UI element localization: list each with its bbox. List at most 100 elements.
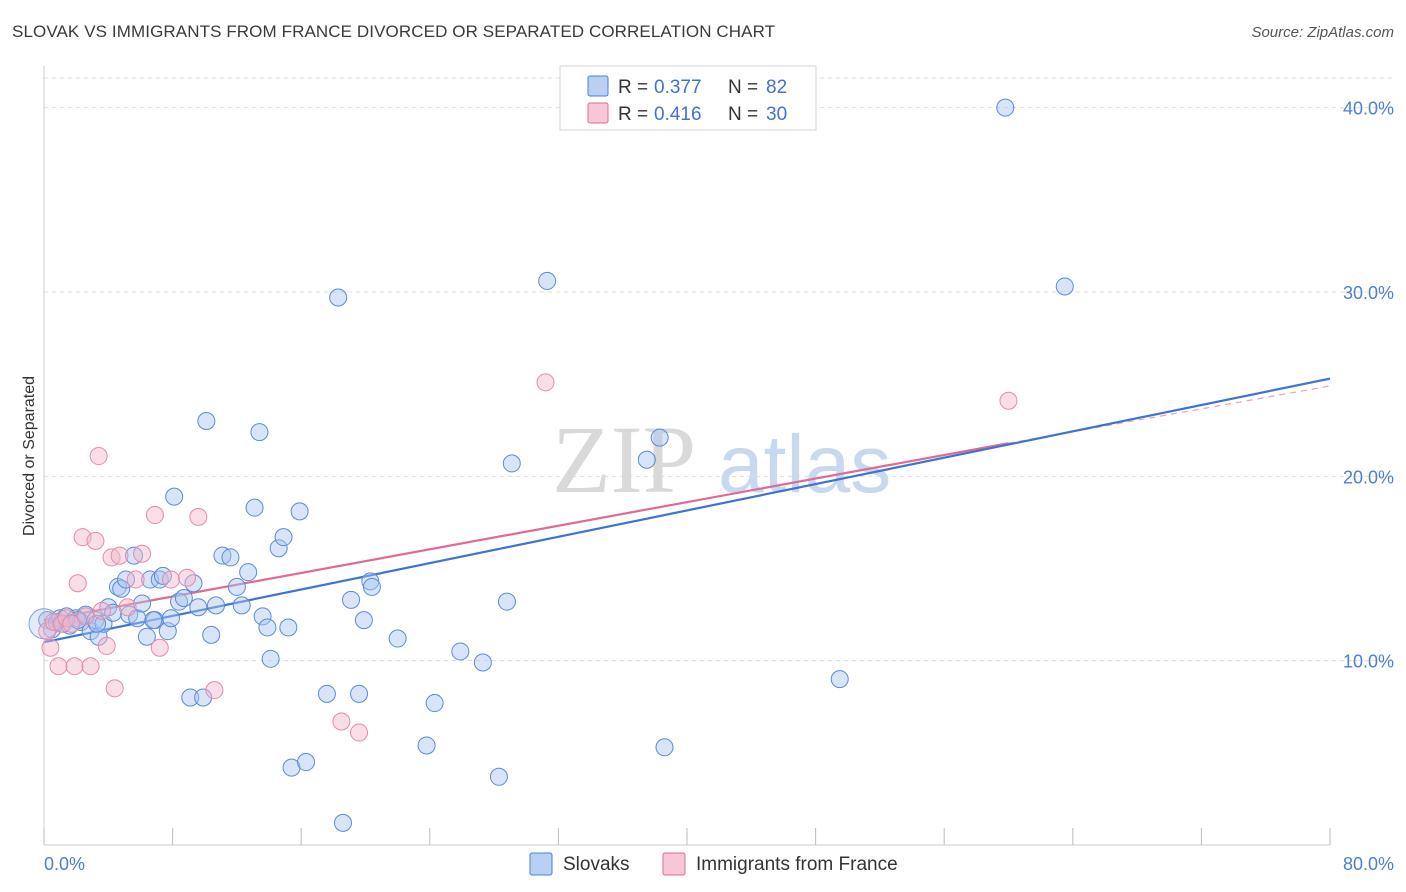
point-france	[145, 506, 164, 525]
watermark-atlas: atlas	[718, 419, 891, 510]
point-slovaks	[451, 642, 470, 661]
y-tick-label-30: 30.0%	[1343, 283, 1394, 303]
series-france-points	[38, 373, 1018, 742]
point-france	[89, 447, 108, 466]
point-slovaks	[239, 563, 258, 582]
point-slovaks	[996, 98, 1015, 117]
point-slovaks	[538, 271, 557, 290]
point-slovaks	[170, 592, 189, 611]
point-slovaks	[290, 502, 309, 521]
legend-r-label-1: R =	[618, 77, 648, 98]
legend-n-value-2: 30	[766, 104, 787, 125]
point-slovaks	[1055, 277, 1074, 296]
point-slovaks	[489, 767, 508, 786]
point-france	[126, 570, 145, 589]
point-france	[49, 657, 68, 676]
point-france	[133, 544, 152, 563]
point-slovaks	[650, 428, 669, 447]
point-slovaks	[317, 684, 336, 703]
point-slovaks	[137, 627, 156, 646]
point-slovaks	[144, 611, 163, 630]
point-france	[150, 638, 169, 657]
watermark-zip: ZIP	[552, 406, 696, 513]
legend-n-value-1: 82	[766, 77, 787, 98]
trend-line-slovaks	[43, 377, 1331, 644]
point-france	[205, 681, 224, 700]
point-slovaks	[133, 594, 152, 613]
y-axis-label: Divorced or Separated	[21, 376, 38, 536]
trend-lines	[43, 377, 1331, 644]
legend-bottom: Slovaks Immigrants from France	[529, 852, 898, 876]
point-slovaks	[502, 454, 521, 473]
y-tick-label-20: 20.0%	[1343, 467, 1394, 487]
point-slovaks	[497, 592, 516, 611]
y-tick-label-10: 10.0%	[1343, 652, 1394, 672]
point-france	[999, 391, 1018, 410]
bottom-legend-france: Immigrants from France	[696, 854, 898, 875]
point-slovaks	[197, 412, 216, 431]
point-slovaks	[116, 570, 135, 589]
chart-title: SLOVAK VS IMMIGRANTS FROM FRANCE DIVORCE…	[12, 22, 776, 41]
point-slovaks	[342, 590, 361, 609]
point-slovaks	[425, 694, 444, 713]
point-france	[52, 614, 71, 633]
point-france	[118, 598, 137, 617]
legend-n-label-1: N =	[728, 77, 758, 98]
point-slovaks	[279, 618, 298, 637]
legend-n-label-2: N =	[728, 104, 758, 125]
point-france	[76, 607, 95, 626]
point-slovaks	[245, 498, 264, 517]
bottom-legend-slovaks: Slovaks	[563, 854, 630, 875]
point-france	[86, 531, 105, 550]
point-slovaks	[174, 588, 193, 607]
point-slovaks	[297, 753, 316, 772]
point-france	[62, 614, 81, 633]
bottom-legend-swatch-slovaks	[529, 852, 553, 876]
legend-r-value-1: 0.377	[654, 77, 702, 98]
legend-swatch-france	[587, 102, 609, 124]
point-slovaks	[232, 596, 251, 615]
point-slovaks	[181, 688, 200, 707]
point-slovaks	[253, 607, 272, 626]
point-france	[189, 507, 208, 526]
axes	[43, 66, 1331, 846]
point-france	[92, 601, 111, 620]
point-slovaks	[388, 629, 407, 648]
point-slovaks	[830, 670, 849, 689]
legend-swatch-slovaks	[587, 75, 609, 97]
point-france	[65, 657, 84, 676]
point-slovaks	[207, 596, 226, 615]
point-france	[97, 636, 116, 655]
bottom-legend-swatch-france	[662, 852, 686, 876]
point-france	[536, 373, 555, 392]
source-label: Source: ZipAtlas.com	[1251, 24, 1394, 41]
point-france	[350, 723, 369, 742]
x-tick-max: 80.0%	[1343, 854, 1394, 874]
point-slovaks	[329, 288, 348, 307]
point-slovaks	[189, 598, 208, 617]
point-slovaks	[417, 736, 436, 755]
point-france	[68, 574, 87, 593]
y-tick-labels: 10.0% 20.0% 30.0% 40.0%	[1343, 99, 1394, 672]
point-slovaks	[202, 625, 221, 644]
point-france	[57, 609, 76, 628]
y-tick-label-40: 40.0%	[1343, 99, 1394, 119]
point-slovaks	[261, 649, 280, 668]
trend-line-france	[43, 442, 1009, 622]
x-tick-min: 0.0%	[44, 854, 85, 874]
watermark: ZIP atlas	[552, 406, 891, 513]
point-slovaks	[350, 684, 369, 703]
point-slovaks	[362, 577, 381, 596]
point-slovaks	[333, 813, 352, 832]
point-slovaks	[221, 548, 240, 567]
point-france	[332, 712, 351, 731]
point-france	[178, 568, 197, 587]
legend-r-label-2: R =	[618, 104, 648, 125]
point-slovaks	[112, 579, 131, 598]
point-slovaks	[258, 618, 277, 637]
point-slovaks	[269, 539, 288, 558]
point-slovaks	[194, 688, 213, 707]
point-slovaks	[354, 611, 373, 630]
point-slovaks	[161, 609, 180, 628]
